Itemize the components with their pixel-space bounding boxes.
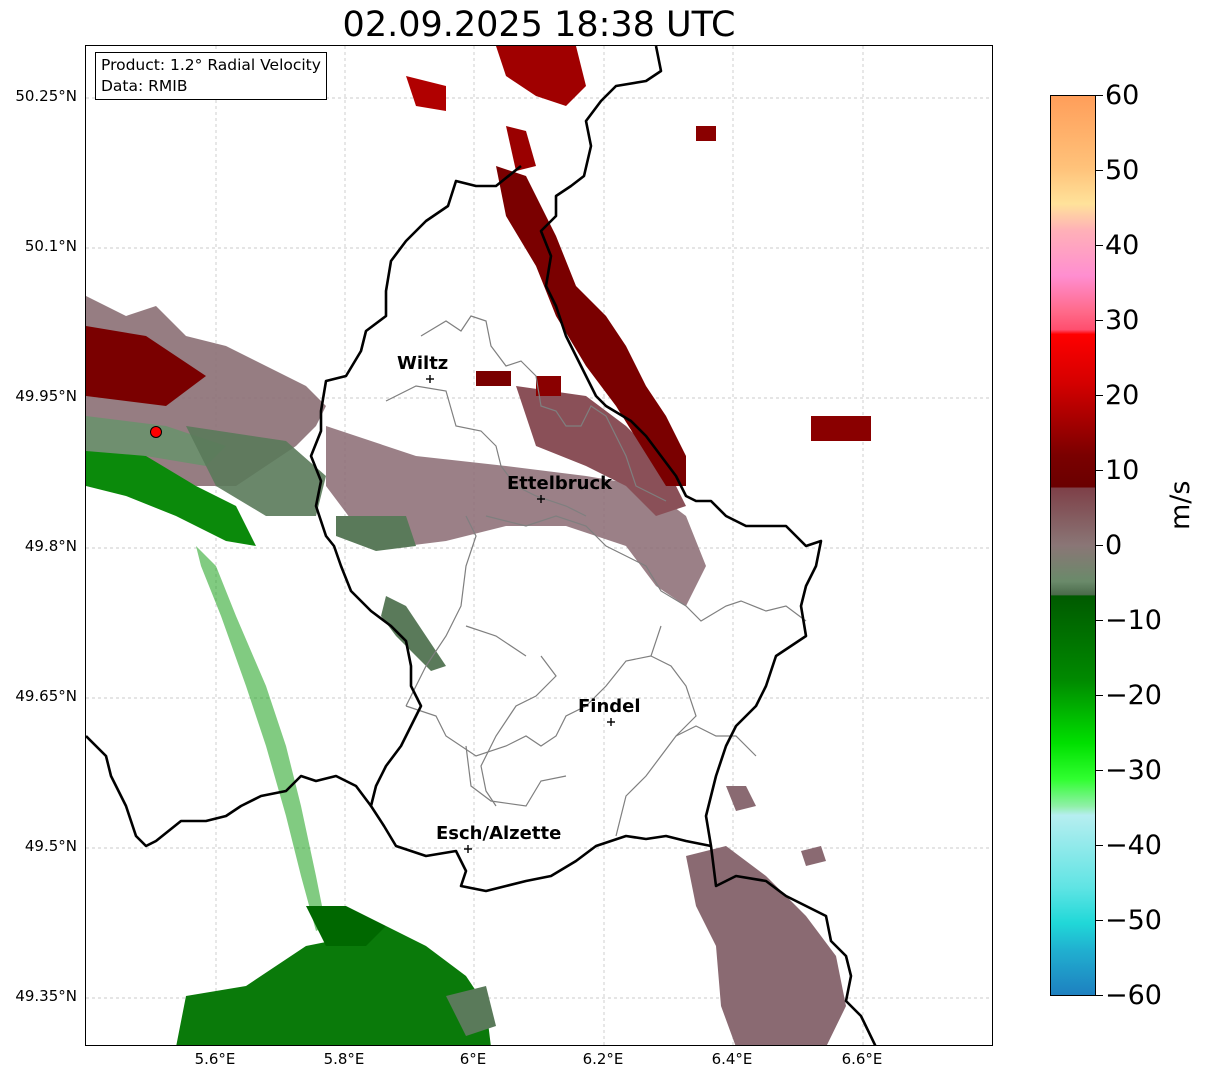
colorbar-tick-mark xyxy=(1096,845,1103,846)
national-borders xyxy=(86,46,877,1045)
colorbar-tick-label: 20 xyxy=(1105,380,1140,411)
product-info-box: Product: 1.2° Radial Velocity Data: RMIB xyxy=(95,52,327,100)
city-label-esch-alzette: Esch/Alzette xyxy=(436,823,561,844)
colorbar-tick-label: 30 xyxy=(1105,305,1140,336)
map-title: 02.09.2025 18:38 UTC xyxy=(342,5,736,45)
colorbar-tick-mark xyxy=(1096,545,1103,546)
colorbar-tick-mark xyxy=(1096,395,1103,396)
city-label-findel: Findel xyxy=(578,696,641,717)
colorbar-tick-label: 10 xyxy=(1105,455,1140,486)
lat-tick-label: 49.5°N xyxy=(24,837,77,855)
radar-echoes xyxy=(86,46,871,1045)
lon-tick-label: 6.6°E xyxy=(841,1050,883,1068)
colorbar-tick-label: −40 xyxy=(1105,830,1162,861)
colorbar-tick-mark xyxy=(1096,170,1103,171)
radar-map[interactable]: Wiltz Ettelbruck Findel Esch/Alzette xyxy=(85,45,993,1046)
lat-tick-label: 49.95°N xyxy=(15,387,77,405)
colorbar-tick-label: −30 xyxy=(1105,755,1162,786)
colorbar-tick-mark xyxy=(1096,470,1103,471)
canton-borders xyxy=(385,315,807,837)
lat-tick-label: 49.35°N xyxy=(15,987,77,1005)
radar-map-canvas: Wiltz Ettelbruck Findel Esch/Alzette xyxy=(86,46,992,1045)
colorbar-tick-mark xyxy=(1096,995,1103,996)
lon-tick-label: 5.8°E xyxy=(323,1050,365,1068)
colorbar-tick-label: 0 xyxy=(1105,530,1123,561)
colorbar-tick-label: −60 xyxy=(1105,980,1162,1011)
colorbar-tick-label: −50 xyxy=(1105,905,1162,936)
radar-site-marker xyxy=(150,426,162,438)
colorbar-tick-mark xyxy=(1096,620,1103,621)
colorbar-tick-mark xyxy=(1096,245,1103,246)
city-markers xyxy=(426,375,615,853)
lat-tick-label: 50.25°N xyxy=(15,87,77,105)
city-label-ettelbruck: Ettelbruck xyxy=(507,473,613,494)
lon-tick-label: 5.6°E xyxy=(194,1050,236,1068)
data-source-line: Data: RMIB xyxy=(101,77,188,95)
city-labels: Wiltz Ettelbruck Findel Esch/Alzette xyxy=(397,353,641,844)
gridlines xyxy=(86,46,992,1045)
colorbar-tick-label: 40 xyxy=(1105,230,1140,261)
lat-tick-label: 49.8°N xyxy=(24,537,77,555)
colorbar-tick-label: 50 xyxy=(1105,155,1140,186)
lat-tick-label: 49.65°N xyxy=(15,687,77,705)
colorbar-tick-mark xyxy=(1096,770,1103,771)
lon-tick-label: 6.4°E xyxy=(711,1050,753,1068)
colorbar-tick-label: −10 xyxy=(1105,605,1162,636)
colorbar-tick-mark xyxy=(1096,95,1103,96)
city-label-wiltz: Wiltz xyxy=(397,353,448,374)
lon-tick-label: 6°E xyxy=(459,1050,487,1068)
colorbar-tick-label: 60 xyxy=(1105,80,1140,111)
lat-tick-label: 50.1°N xyxy=(24,237,77,255)
lon-tick-label: 6.2°E xyxy=(582,1050,624,1068)
colorbar-tick-mark xyxy=(1096,320,1103,321)
product-line: Product: 1.2° Radial Velocity xyxy=(101,56,321,74)
velocity-colorbar xyxy=(1050,95,1096,996)
colorbar-unit-label: m/s xyxy=(1165,480,1196,530)
colorbar-tick-label: −20 xyxy=(1105,680,1162,711)
colorbar-tick-mark xyxy=(1096,920,1103,921)
colorbar-tick-mark xyxy=(1096,695,1103,696)
